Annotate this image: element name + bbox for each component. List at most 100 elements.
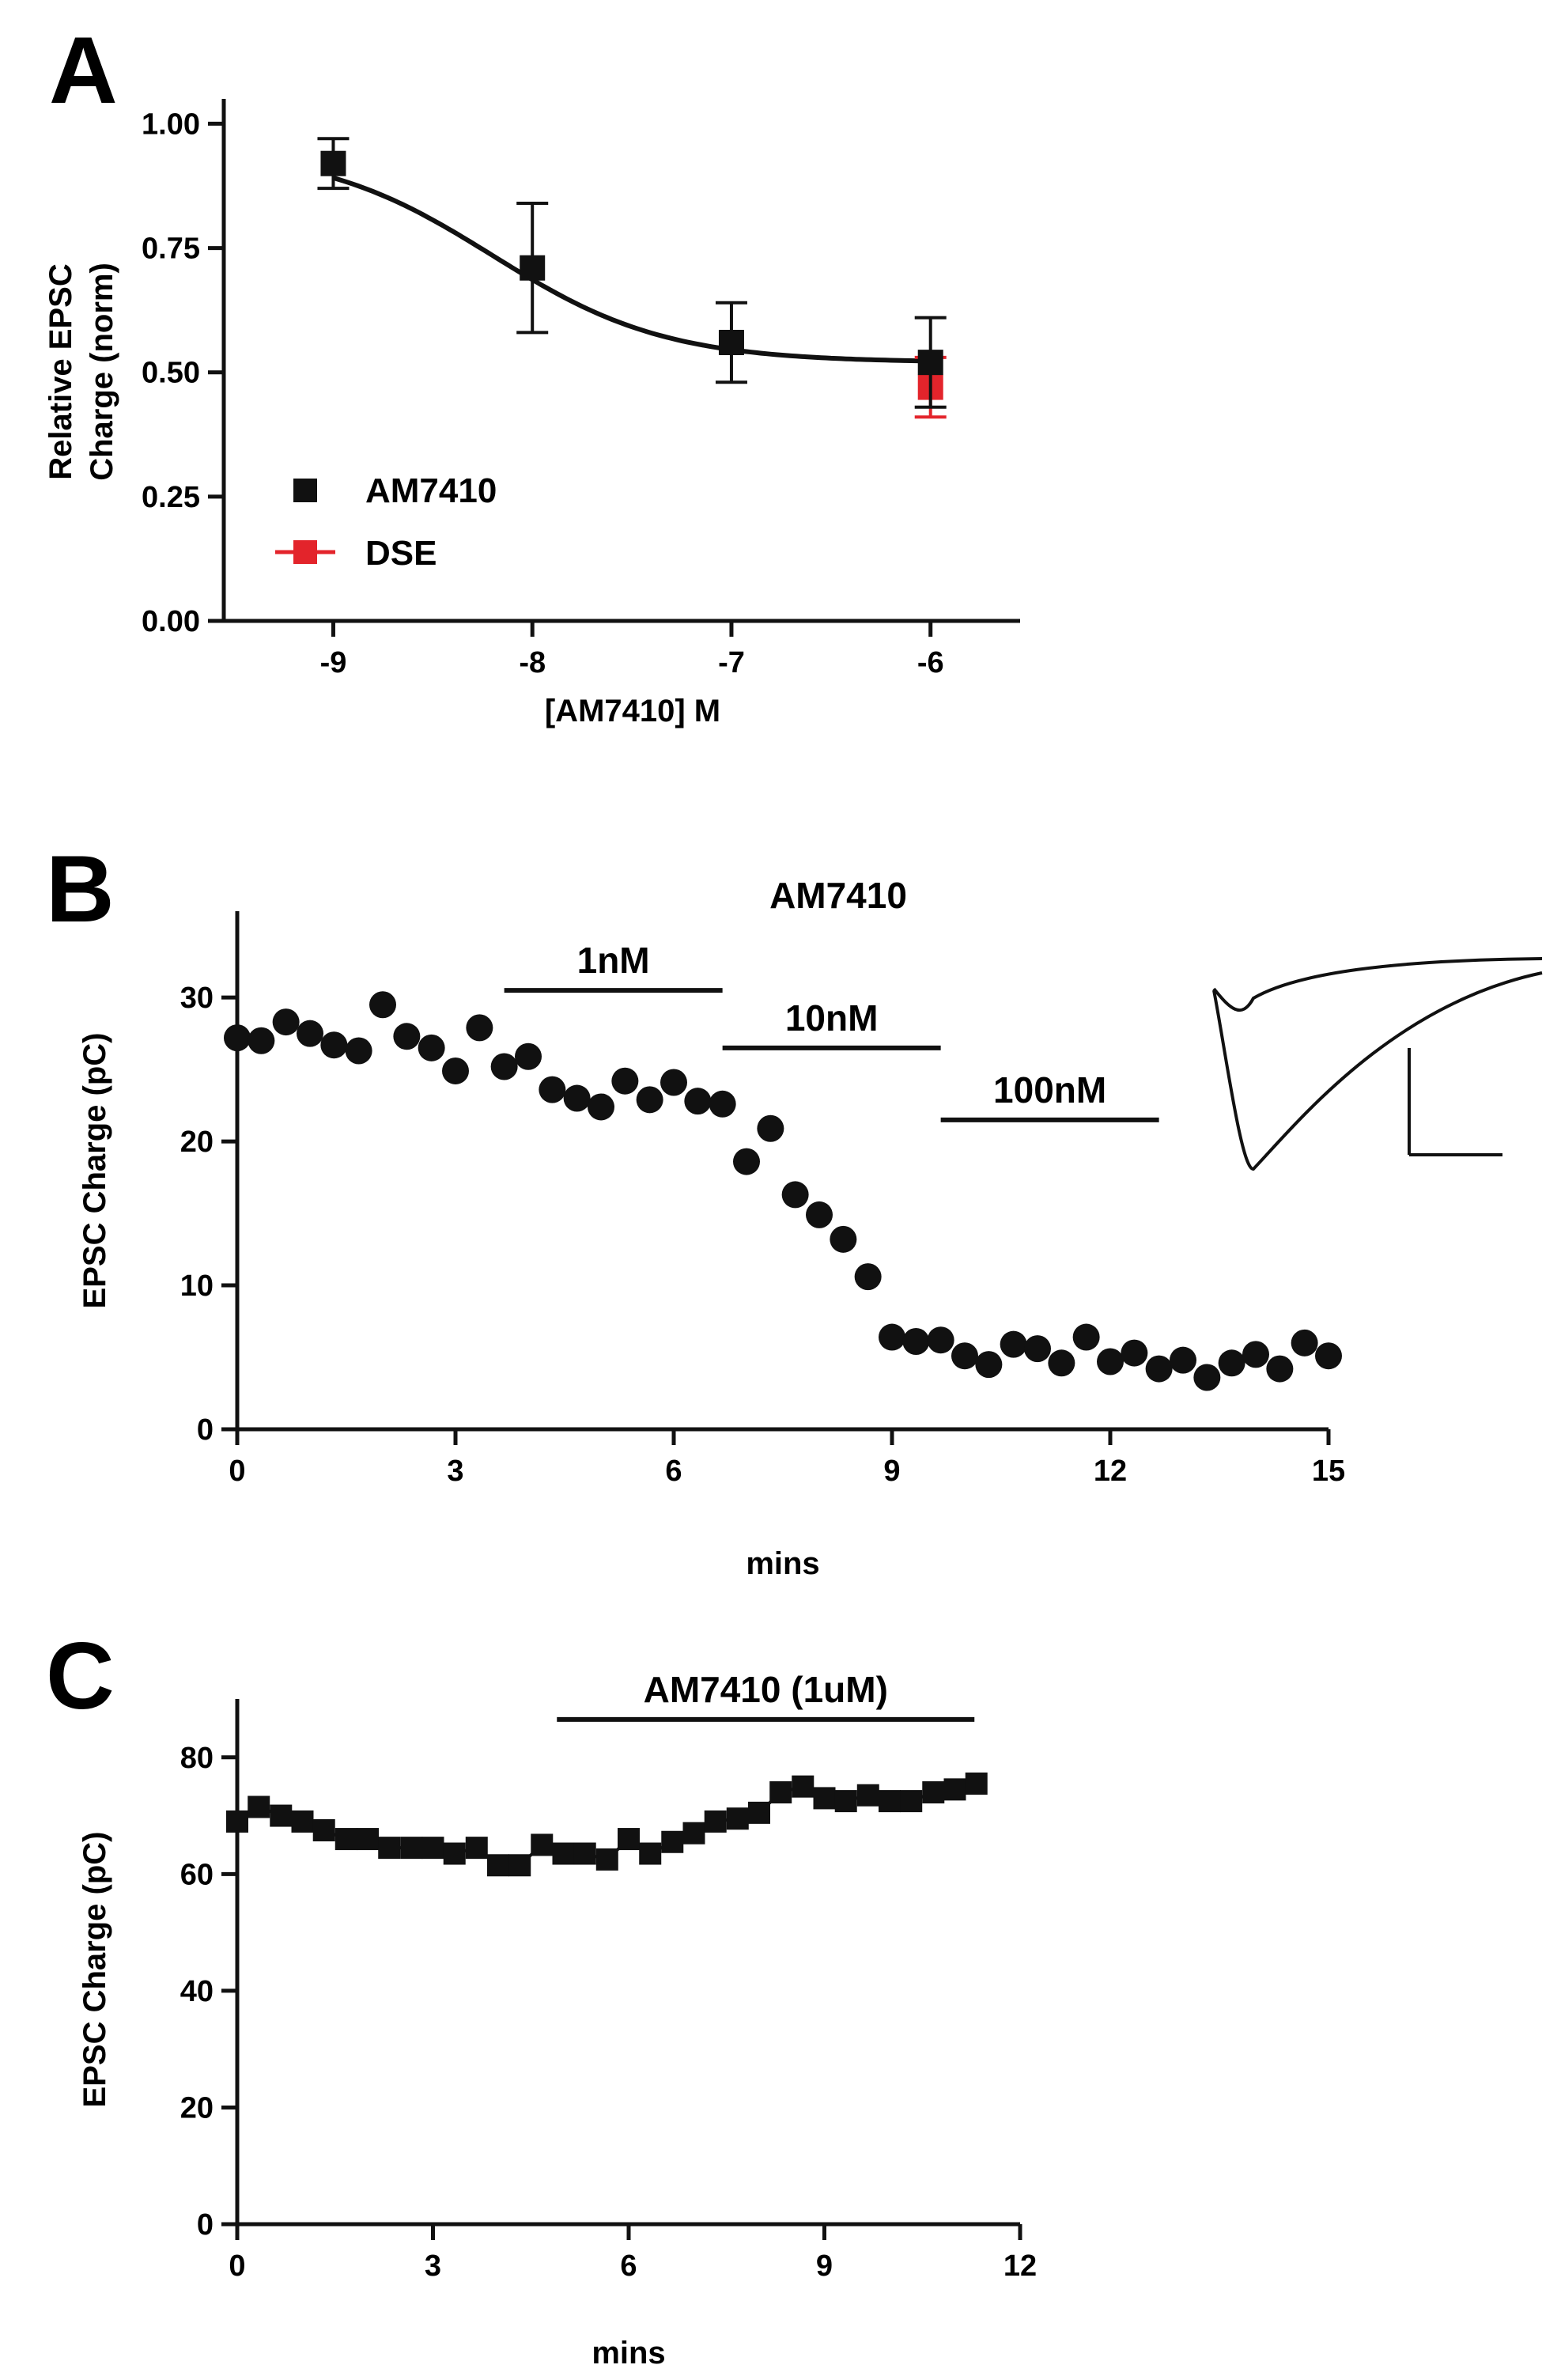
- panel-b-xtick-label: 0: [229, 1455, 245, 1488]
- panel-b-point: [563, 1084, 591, 1112]
- panel-b-point: [539, 1076, 566, 1103]
- panel-b-xtick-label: 3: [447, 1455, 463, 1488]
- panel-c-x-label: mins: [592, 2336, 665, 2371]
- panel-b-ytick-label: 0: [197, 1413, 214, 1447]
- legend-dse-marker: [293, 540, 317, 564]
- panel-b-point: [879, 1323, 905, 1351]
- panel-b-point: [297, 1020, 323, 1047]
- panel-c-point: [661, 1830, 684, 1853]
- panel-a-ytick-label: 0.75: [142, 233, 200, 266]
- panel-a-ytick-label: 0.50: [142, 357, 200, 390]
- panel-c-point: [965, 1772, 988, 1795]
- panel-b-point: [1145, 1355, 1173, 1383]
- panel-c-point: [487, 1854, 509, 1877]
- panel-b-point: [588, 1093, 614, 1121]
- panel-c-point: [639, 1842, 662, 1865]
- panel-c-point: [334, 1828, 357, 1851]
- inset-trace-small: [1212, 957, 1543, 1012]
- panel-c-ytick-label: 0: [197, 2208, 214, 2242]
- panel-b-point: [442, 1057, 469, 1084]
- panel-c-point: [900, 1790, 923, 1813]
- panel-b-point: [1170, 1346, 1196, 1374]
- panel-c-point: [726, 1807, 749, 1830]
- panel-c-point: [357, 1828, 379, 1851]
- panel-b-ytick-label: 10: [180, 1269, 214, 1303]
- panel-a-xtick-label: -6: [917, 646, 944, 679]
- panel-b-point: [830, 1225, 857, 1253]
- panel-c-point: [312, 1819, 335, 1841]
- panel-c-point: [943, 1778, 966, 1801]
- panel-b-point: [1266, 1355, 1294, 1383]
- panel-b-point: [369, 991, 396, 1019]
- panel-c-letter: C: [46, 1623, 115, 1729]
- panel-c-point: [226, 1810, 248, 1833]
- panel-b-point: [684, 1088, 712, 1115]
- panel-a-xtick-label: -7: [718, 646, 745, 679]
- panel-c-point: [443, 1842, 466, 1865]
- panel-a-ytick-label: 0.25: [142, 481, 200, 514]
- panel-a-legend: AM7410 DSE: [275, 471, 497, 573]
- panel-b-point: [733, 1148, 760, 1175]
- panel-c-ytick-label: 60: [180, 1858, 214, 1891]
- panel-c-point: [378, 1837, 401, 1860]
- panel-b-point: [1000, 1330, 1027, 1358]
- panel-c-point: [704, 1810, 727, 1833]
- panel-b-point: [902, 1328, 930, 1356]
- panel-c-point: [834, 1790, 857, 1813]
- panel-c-point: [922, 1781, 945, 1804]
- legend-am7410-marker: [293, 479, 317, 502]
- panel-c-point: [879, 1790, 901, 1813]
- panel-a-y-label-line2: Charge (norm): [85, 263, 119, 481]
- panel-b-point: [1048, 1349, 1075, 1377]
- panel-b-point: [709, 1090, 736, 1118]
- panel-c-point: [291, 1810, 314, 1833]
- panel-b-letter: B: [46, 836, 115, 942]
- inset-trace-large: [1212, 971, 1543, 1171]
- panel-c-point: [595, 1848, 618, 1871]
- panel-c-ytick-label: 20: [180, 2091, 214, 2125]
- panel-c-point: [508, 1854, 531, 1877]
- panel-b-point: [611, 1067, 639, 1095]
- panel-b-concentration-label: 1nM: [577, 940, 650, 981]
- panel-b-point: [1218, 1349, 1245, 1377]
- panel-c-point: [618, 1828, 640, 1851]
- am7410-point: [917, 350, 943, 376]
- panel-b-xtick-label: 9: [883, 1455, 900, 1488]
- panel-b-point: [1315, 1342, 1342, 1370]
- panel-b-point: [393, 1023, 421, 1050]
- panel-a-fit-curve: [332, 175, 931, 364]
- panel-c-point: [421, 1837, 444, 1860]
- panel-b-point: [1121, 1339, 1148, 1367]
- panel-b-point: [345, 1037, 372, 1065]
- panel-c-ytick-label: 40: [180, 1975, 214, 2008]
- panel-b-point: [1193, 1364, 1221, 1391]
- panel-c-point: [856, 1784, 879, 1807]
- panel-c-point: [400, 1837, 423, 1860]
- panel-c: C 0 20 40 60 80 0 3 6 9 12 EPSC Charge (pC) mins…: [46, 1623, 1037, 2371]
- panel-b-point: [272, 1008, 300, 1036]
- panel-c-point: [465, 1837, 488, 1860]
- panel-b-ytick-label: 20: [180, 1126, 214, 1159]
- panel-b-point: [1242, 1341, 1269, 1368]
- legend-am7410-label: AM7410: [365, 471, 497, 510]
- panel-b-point: [854, 1263, 882, 1291]
- panel-b-title: AM7410: [769, 875, 907, 916]
- panel-b-point: [515, 1042, 542, 1070]
- panel-b-xtick-label: 15: [1312, 1455, 1345, 1488]
- panel-c-xtick-label: 6: [620, 2249, 637, 2283]
- panel-b-point: [1097, 1348, 1124, 1375]
- am7410-point: [320, 150, 346, 176]
- panel-a-letter: A: [49, 17, 118, 123]
- panel-b-point: [781, 1181, 809, 1209]
- panel-b-point: [320, 1031, 348, 1059]
- panel-b-concentration-label: 10nM: [785, 997, 879, 1039]
- panel-c-point: [552, 1842, 575, 1865]
- panel-c-point: [792, 1775, 815, 1798]
- panel-b-ytick-label: 30: [180, 982, 214, 1015]
- panel-c-point: [248, 1795, 270, 1818]
- panel-b-point: [975, 1351, 1003, 1379]
- panel-c-xtick-label: 0: [229, 2249, 245, 2283]
- panel-c-y-label: EPSC Charge (pC): [77, 1832, 112, 2108]
- panel-a-ytick-label: 1.00: [142, 108, 200, 141]
